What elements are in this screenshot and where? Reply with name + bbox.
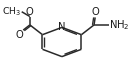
Text: O: O	[91, 7, 99, 17]
Text: NH$_2$: NH$_2$	[109, 18, 130, 32]
Text: O: O	[26, 7, 34, 17]
Text: N: N	[58, 22, 66, 32]
Text: CH$_3$: CH$_3$	[2, 5, 21, 18]
Text: O: O	[15, 30, 23, 40]
